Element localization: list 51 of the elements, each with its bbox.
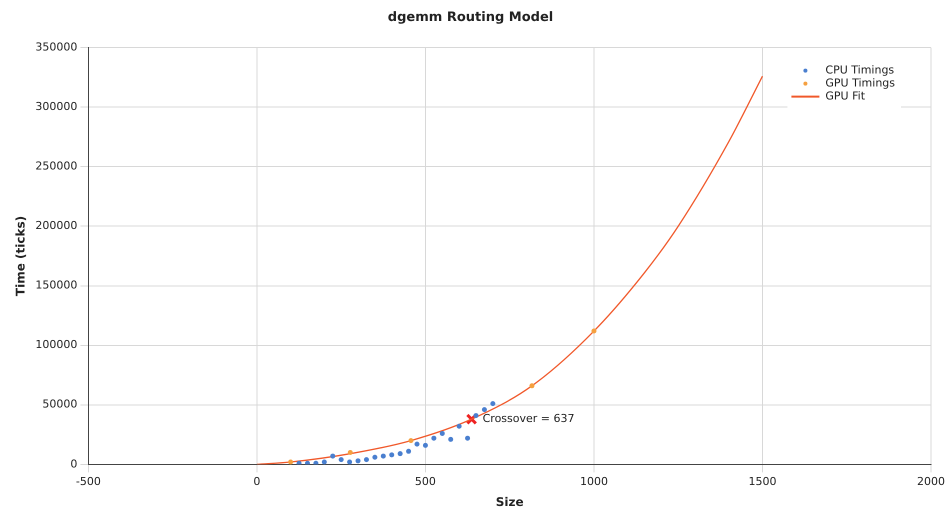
point [348,450,353,455]
point [422,442,428,448]
point [313,460,318,464]
point [440,430,445,436]
point [591,328,596,334]
annotation: Crossover = 637 [482,412,574,426]
point [408,438,414,444]
point [347,460,352,464]
point [372,454,378,460]
point [398,451,403,456]
y-tick-label: 200000 [35,219,78,232]
point [288,460,294,464]
x-tick-label: 1500 [748,474,776,488]
point [448,436,454,442]
point [364,457,369,462]
point [473,413,478,418]
y-tick-label: 300000 [35,100,78,113]
x-tick-label: 0 [253,474,260,488]
x-tick-label: 500 [414,474,436,488]
point [296,460,302,464]
chart-title: dgemm Routing Model [388,10,554,26]
point [414,442,420,447]
y-tick-label: 150000 [35,278,78,292]
x-tick-label: 2000 [917,474,945,488]
point [465,436,470,441]
point [338,457,344,462]
point [389,452,394,458]
point [380,454,386,459]
y-tick-label: 250000 [35,160,78,173]
legend-label: CPU Timings [825,63,894,76]
legend-label: GPU Fit [825,89,866,102]
point [304,460,310,464]
point [482,407,487,412]
y-tick-label: 0 [70,457,78,470]
point [330,454,336,459]
point [529,383,534,388]
y-axis-title: Time (ticks) [13,216,28,296]
point [490,401,496,406]
point [456,424,462,429]
y-tick-label: 50000 [42,398,78,411]
point [406,448,412,454]
point [322,460,327,464]
point [431,436,436,441]
y-tick-label: 100000 [35,338,78,352]
y-tick-label: 350000 [35,40,78,54]
x-tick-label: -500 [76,474,101,488]
line-series [256,76,764,464]
legend-label: GPU Timings [825,76,896,90]
x-tick-label: 1000 [580,474,608,488]
point [356,458,361,464]
x-axis-title: Size [496,494,524,509]
